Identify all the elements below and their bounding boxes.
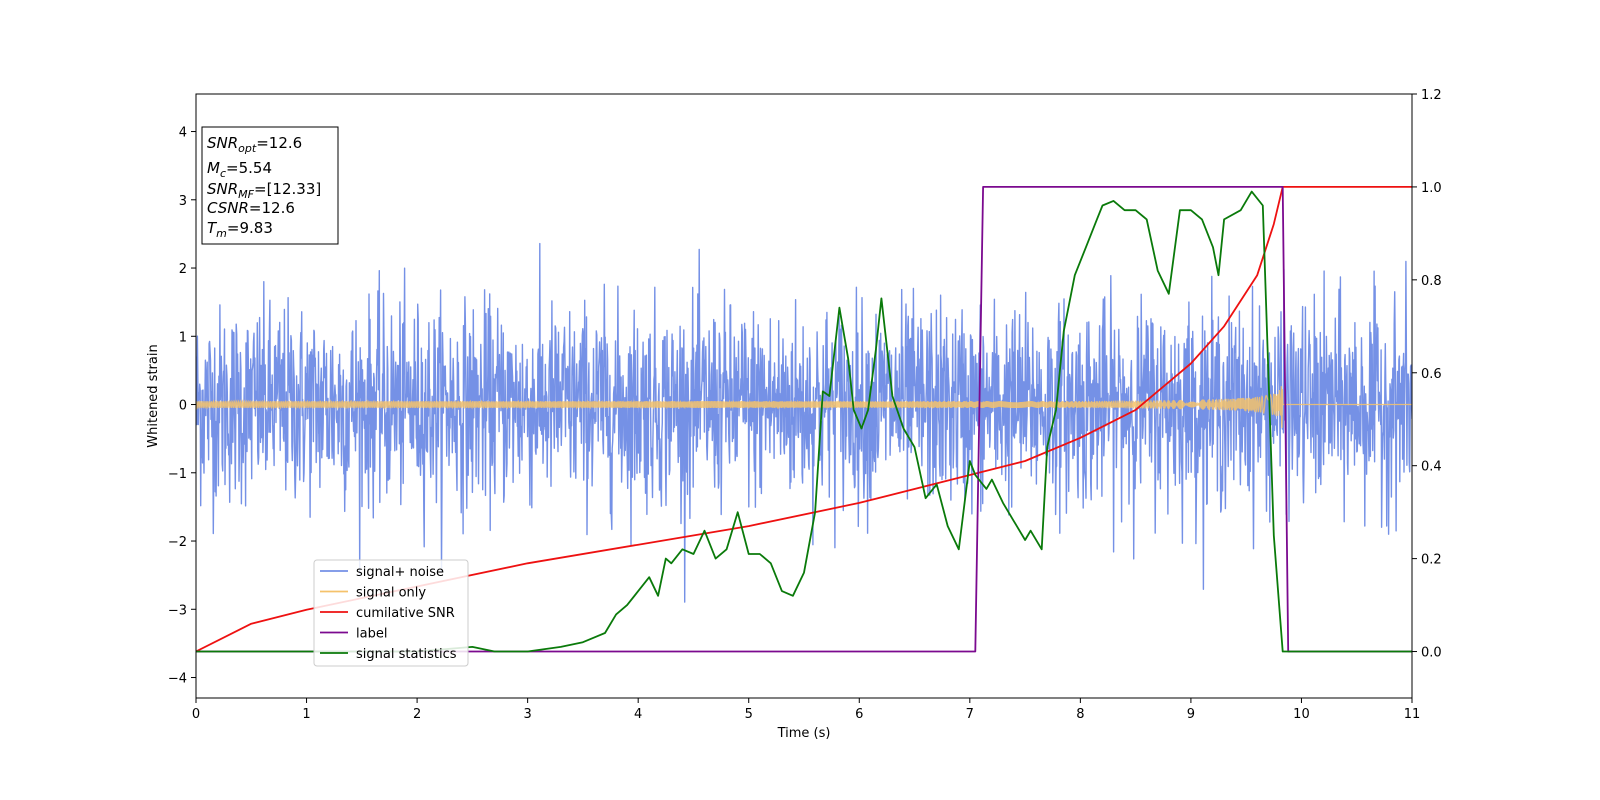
legend-label: signal statistics bbox=[356, 647, 457, 662]
y-axis-label: Whitened strain bbox=[146, 344, 161, 447]
y2-tick-label: 0.6 bbox=[1421, 367, 1442, 382]
x-tick-label: 8 bbox=[1076, 707, 1084, 722]
plot-frame bbox=[195, 93, 1413, 699]
y-tick-label: −1 bbox=[168, 467, 187, 482]
annotation-box: SNRopt=12.6 Mc=5.54SNRMF=[12.33]CSNR=12.6… bbox=[201, 126, 339, 245]
legend-label: label bbox=[356, 627, 387, 642]
x-tick-label: 2 bbox=[413, 707, 421, 722]
y-tick-label: 2 bbox=[179, 262, 187, 277]
y2-tick-label: 0.8 bbox=[1421, 274, 1442, 289]
x-tick-label: 1 bbox=[302, 707, 310, 722]
annotation-line: SNRopt=12.6 bbox=[207, 134, 302, 155]
series-signal-statistics-line bbox=[196, 190, 1412, 653]
x-tick-label: 3 bbox=[523, 707, 531, 722]
y-tick-label: −3 bbox=[168, 603, 187, 618]
legend-label: signal+ noise bbox=[356, 565, 444, 580]
y-tick-label: 3 bbox=[179, 194, 187, 209]
x-tick-label: 9 bbox=[1187, 707, 1195, 722]
y-tick-label: −2 bbox=[168, 535, 187, 550]
y2-tick-label: 0.0 bbox=[1421, 646, 1442, 661]
x-tick-label: 6 bbox=[855, 707, 863, 722]
annotation-line: SNRMF=[12.33] bbox=[207, 180, 321, 201]
x-tick-label: 7 bbox=[966, 707, 974, 722]
series-signal-only-line bbox=[196, 386, 1412, 429]
annotation-line: Tm=9.83 bbox=[207, 219, 273, 240]
y2-tick-label: 1.0 bbox=[1421, 181, 1442, 196]
y-tick-label: 4 bbox=[179, 126, 187, 141]
y-tick-label: 0 bbox=[179, 399, 187, 414]
x-tick-label: 4 bbox=[634, 707, 642, 722]
series-signal-noise-line bbox=[196, 242, 1412, 603]
legend-label: cumilative SNR bbox=[356, 606, 455, 621]
x-tick-label: 10 bbox=[1293, 707, 1310, 722]
x-tick-label: 5 bbox=[745, 707, 753, 722]
x-tick-label: 0 bbox=[192, 707, 200, 722]
annotation-line: Mc=5.54 bbox=[207, 159, 272, 180]
y2-tick-label: 1.2 bbox=[1421, 88, 1442, 103]
y-tick-label: 1 bbox=[179, 330, 187, 345]
x-axis-label: Time (s) bbox=[777, 726, 831, 741]
x-tick-label: 11 bbox=[1404, 707, 1421, 722]
y2-tick-label: 0.2 bbox=[1421, 553, 1442, 568]
annotation-line: CSNR=12.6 bbox=[207, 199, 295, 217]
legend-label: signal only bbox=[356, 586, 426, 601]
legend: signal+ noise signal only cumilative SNR la… bbox=[313, 559, 469, 667]
y2-tick-label: 0.4 bbox=[1421, 460, 1442, 475]
y-tick-label: −4 bbox=[168, 672, 187, 687]
